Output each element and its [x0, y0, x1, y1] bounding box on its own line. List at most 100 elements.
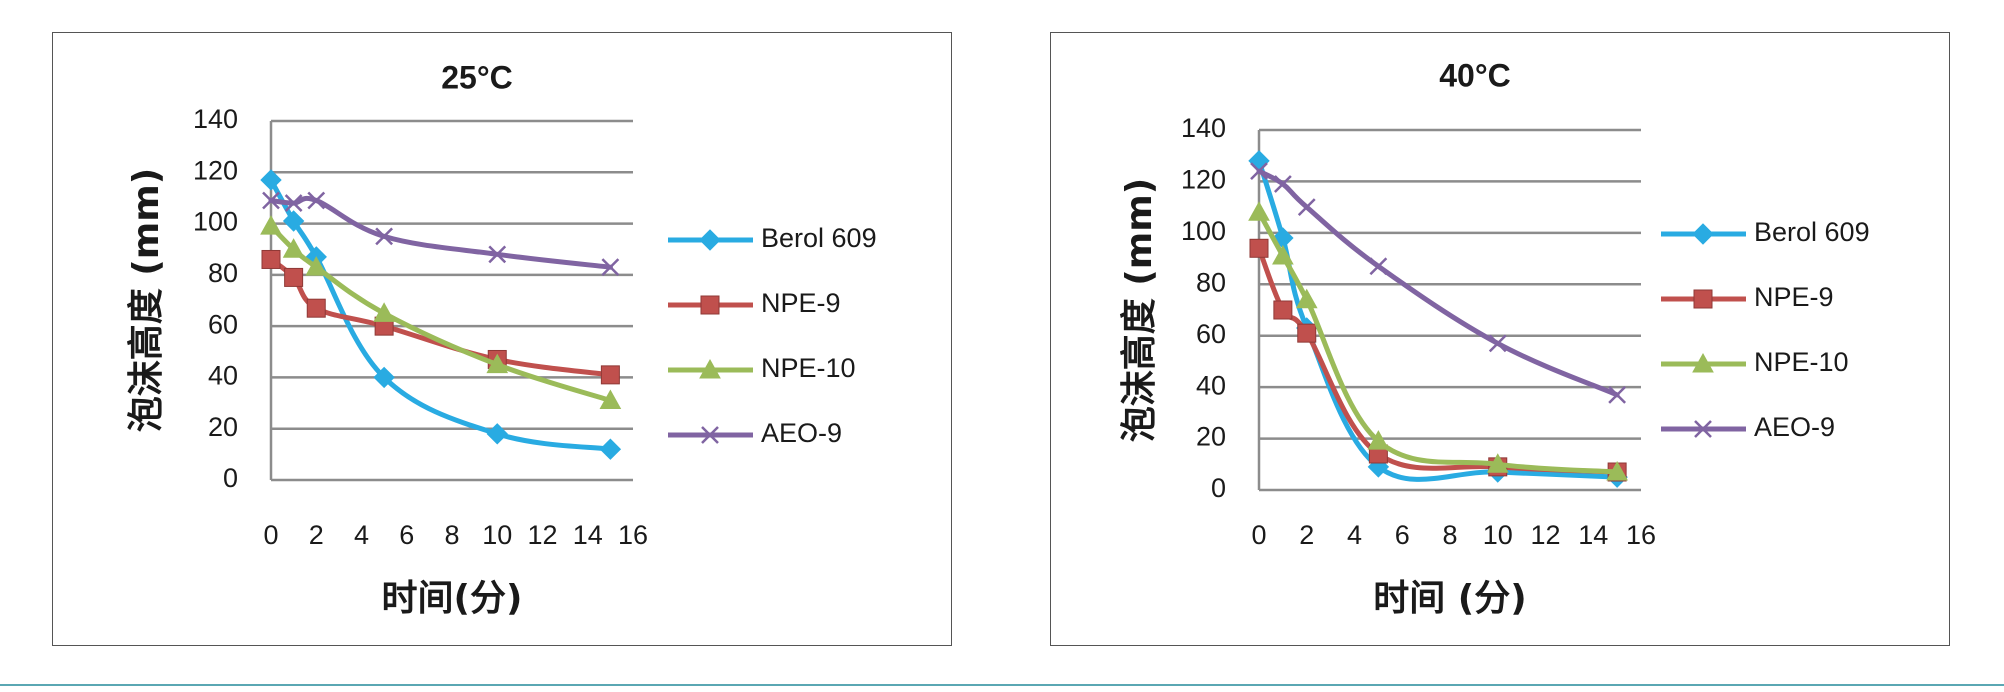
data-point-npe-9 [306, 298, 326, 318]
data-point-aeo-9 [1273, 175, 1292, 193]
legend-item-npe-9: NPE-9 [1661, 282, 1834, 312]
legend-swatch-marker [1693, 289, 1713, 309]
legend-swatch-marker [700, 295, 720, 315]
legend-label: Berol 609 [1754, 217, 1870, 247]
x-tick-label: 8 [444, 520, 459, 550]
data-point-aeo-9 [307, 191, 326, 210]
y-axis-label: 泡沫高度 (mm) [126, 168, 167, 432]
bottom-divider [0, 684, 2004, 686]
x-tick-label: 8 [1442, 520, 1457, 550]
legend-swatch-marker [701, 426, 719, 444]
y-tick-label: 80 [1196, 267, 1226, 297]
data-point-aeo-9 [1369, 257, 1388, 276]
x-tick-label: 10 [482, 520, 512, 550]
data-point-berol-609 [282, 210, 305, 232]
x-tick-label: 14 [1578, 520, 1608, 550]
legend-item-berol-609: Berol 609 [1661, 217, 1870, 247]
x-axis-label: 时间 (分) [1373, 578, 1526, 619]
x-tick-label: 16 [1626, 520, 1656, 550]
data-point-npe-9 [600, 365, 620, 385]
legend-item-npe-9: NPE-9 [668, 288, 841, 318]
series-berol-609 [260, 169, 622, 460]
data-point-aeo-9 [375, 227, 394, 246]
data-point-npe-10 [1367, 430, 1390, 450]
data-point-npe-10 [282, 238, 305, 258]
legend-label: NPE-9 [761, 288, 841, 318]
chart-title: 40°C [1439, 57, 1511, 93]
x-tick-label: 16 [618, 520, 648, 550]
data-point-berol-609 [486, 423, 508, 445]
x-tick-label: 10 [1483, 520, 1513, 550]
series-aeo-9 [1250, 162, 1627, 404]
x-tick-label: 0 [1251, 520, 1266, 550]
x-axis-label: 时间(分) [382, 578, 523, 619]
series-npe-10 [260, 215, 622, 410]
series-line-aeo-9 [1256, 168, 1620, 398]
data-point-aeo-9 [1297, 198, 1316, 217]
legend-label: Berol 609 [761, 223, 877, 253]
legend-label: NPE-9 [1754, 282, 1834, 312]
data-point-berol-609 [260, 169, 282, 191]
legend-item-npe-10: NPE-10 [668, 353, 856, 383]
data-point-npe-9 [1273, 300, 1293, 320]
data-point-npe-10 [486, 353, 509, 374]
y-tick-label: 0 [1211, 473, 1226, 503]
y-tick-label: 20 [208, 412, 238, 442]
y-tick-label: 100 [193, 207, 238, 237]
data-point-npe-10 [373, 302, 395, 322]
series-npe-9 [1249, 238, 1627, 482]
data-point-npe-10 [260, 215, 282, 235]
data-point-aeo-9 [1488, 334, 1507, 353]
data-point-aeo-9 [488, 245, 507, 264]
foam-height-chart-40c: 40°C 0 20 40 60 80 100 120 140 0 2 4 6 8 10 12 14 16 时间 (分… [1119, 57, 1870, 619]
data-point-berol-609 [373, 366, 395, 389]
legend-label: AEO-9 [761, 418, 842, 448]
y-tick-label: 40 [208, 361, 238, 391]
y-tick-label: 60 [208, 309, 238, 339]
x-tick-label: 6 [399, 520, 414, 550]
y-tick-label: 0 [223, 463, 238, 493]
data-point-npe-9 [1297, 323, 1317, 343]
data-point-npe-9 [1249, 238, 1269, 258]
foam-height-chart-25c: 25°C 0 20 40 60 80 100 120 140 0 2 4 6 8 10 12 14 16 时间(分)… [126, 59, 877, 619]
chart-panel-40c: 40°C 0 20 40 60 80 100 120 140 0 2 4 6 8 10 12 14 16 时间 (分… [1050, 32, 1950, 646]
legend-item-berol-609: Berol 609 [668, 223, 877, 253]
data-point-berol-609 [599, 438, 622, 460]
x-tick-label: 4 [1347, 520, 1362, 550]
y-tick-label: 40 [1196, 370, 1226, 400]
x-tick-label: 12 [1530, 520, 1560, 550]
legend-label: AEO-9 [1754, 412, 1835, 442]
data-point-npe-10 [1248, 201, 1270, 221]
data-point-berol-609 [1248, 150, 1270, 172]
series-npe-10 [1248, 201, 1628, 481]
data-point-npe-10 [1272, 244, 1294, 265]
series-line-berol-609 [1256, 158, 1620, 482]
legend-item-aeo-9: AEO-9 [668, 418, 842, 448]
data-point-aeo-9 [601, 258, 620, 277]
legend-swatch-marker [1692, 223, 1714, 245]
data-point-aeo-9 [262, 191, 280, 210]
gridlines [1259, 128, 1641, 492]
data-point-npe-10 [1606, 460, 1628, 481]
legend-swatch-marker [699, 229, 721, 251]
data-point-npe-10 [599, 389, 622, 410]
series-berol-609 [1248, 150, 1628, 488]
y-axis-label: 泡沫高度 (mm) [1119, 178, 1160, 442]
y-tick-label: 120 [193, 155, 238, 185]
data-point-aeo-9 [284, 194, 303, 212]
x-tick-label: 0 [263, 520, 278, 550]
x-tick-label: 14 [573, 520, 603, 550]
y-tick-label: 120 [1181, 165, 1226, 195]
legend-label: NPE-10 [761, 353, 856, 383]
x-tick-label: 12 [527, 520, 557, 550]
data-point-npe-9 [284, 267, 304, 287]
x-tick-label: 4 [354, 520, 369, 550]
legend-label: NPE-10 [1754, 347, 1849, 377]
legend-swatch-marker [699, 358, 721, 379]
data-point-aeo-9 [1250, 162, 1268, 181]
y-tick-label: 60 [1196, 319, 1226, 349]
data-point-npe-9 [261, 249, 281, 269]
legend-swatch-marker [1694, 420, 1712, 438]
x-tick-label: 6 [1395, 520, 1410, 550]
y-tick-label: 80 [208, 258, 238, 288]
